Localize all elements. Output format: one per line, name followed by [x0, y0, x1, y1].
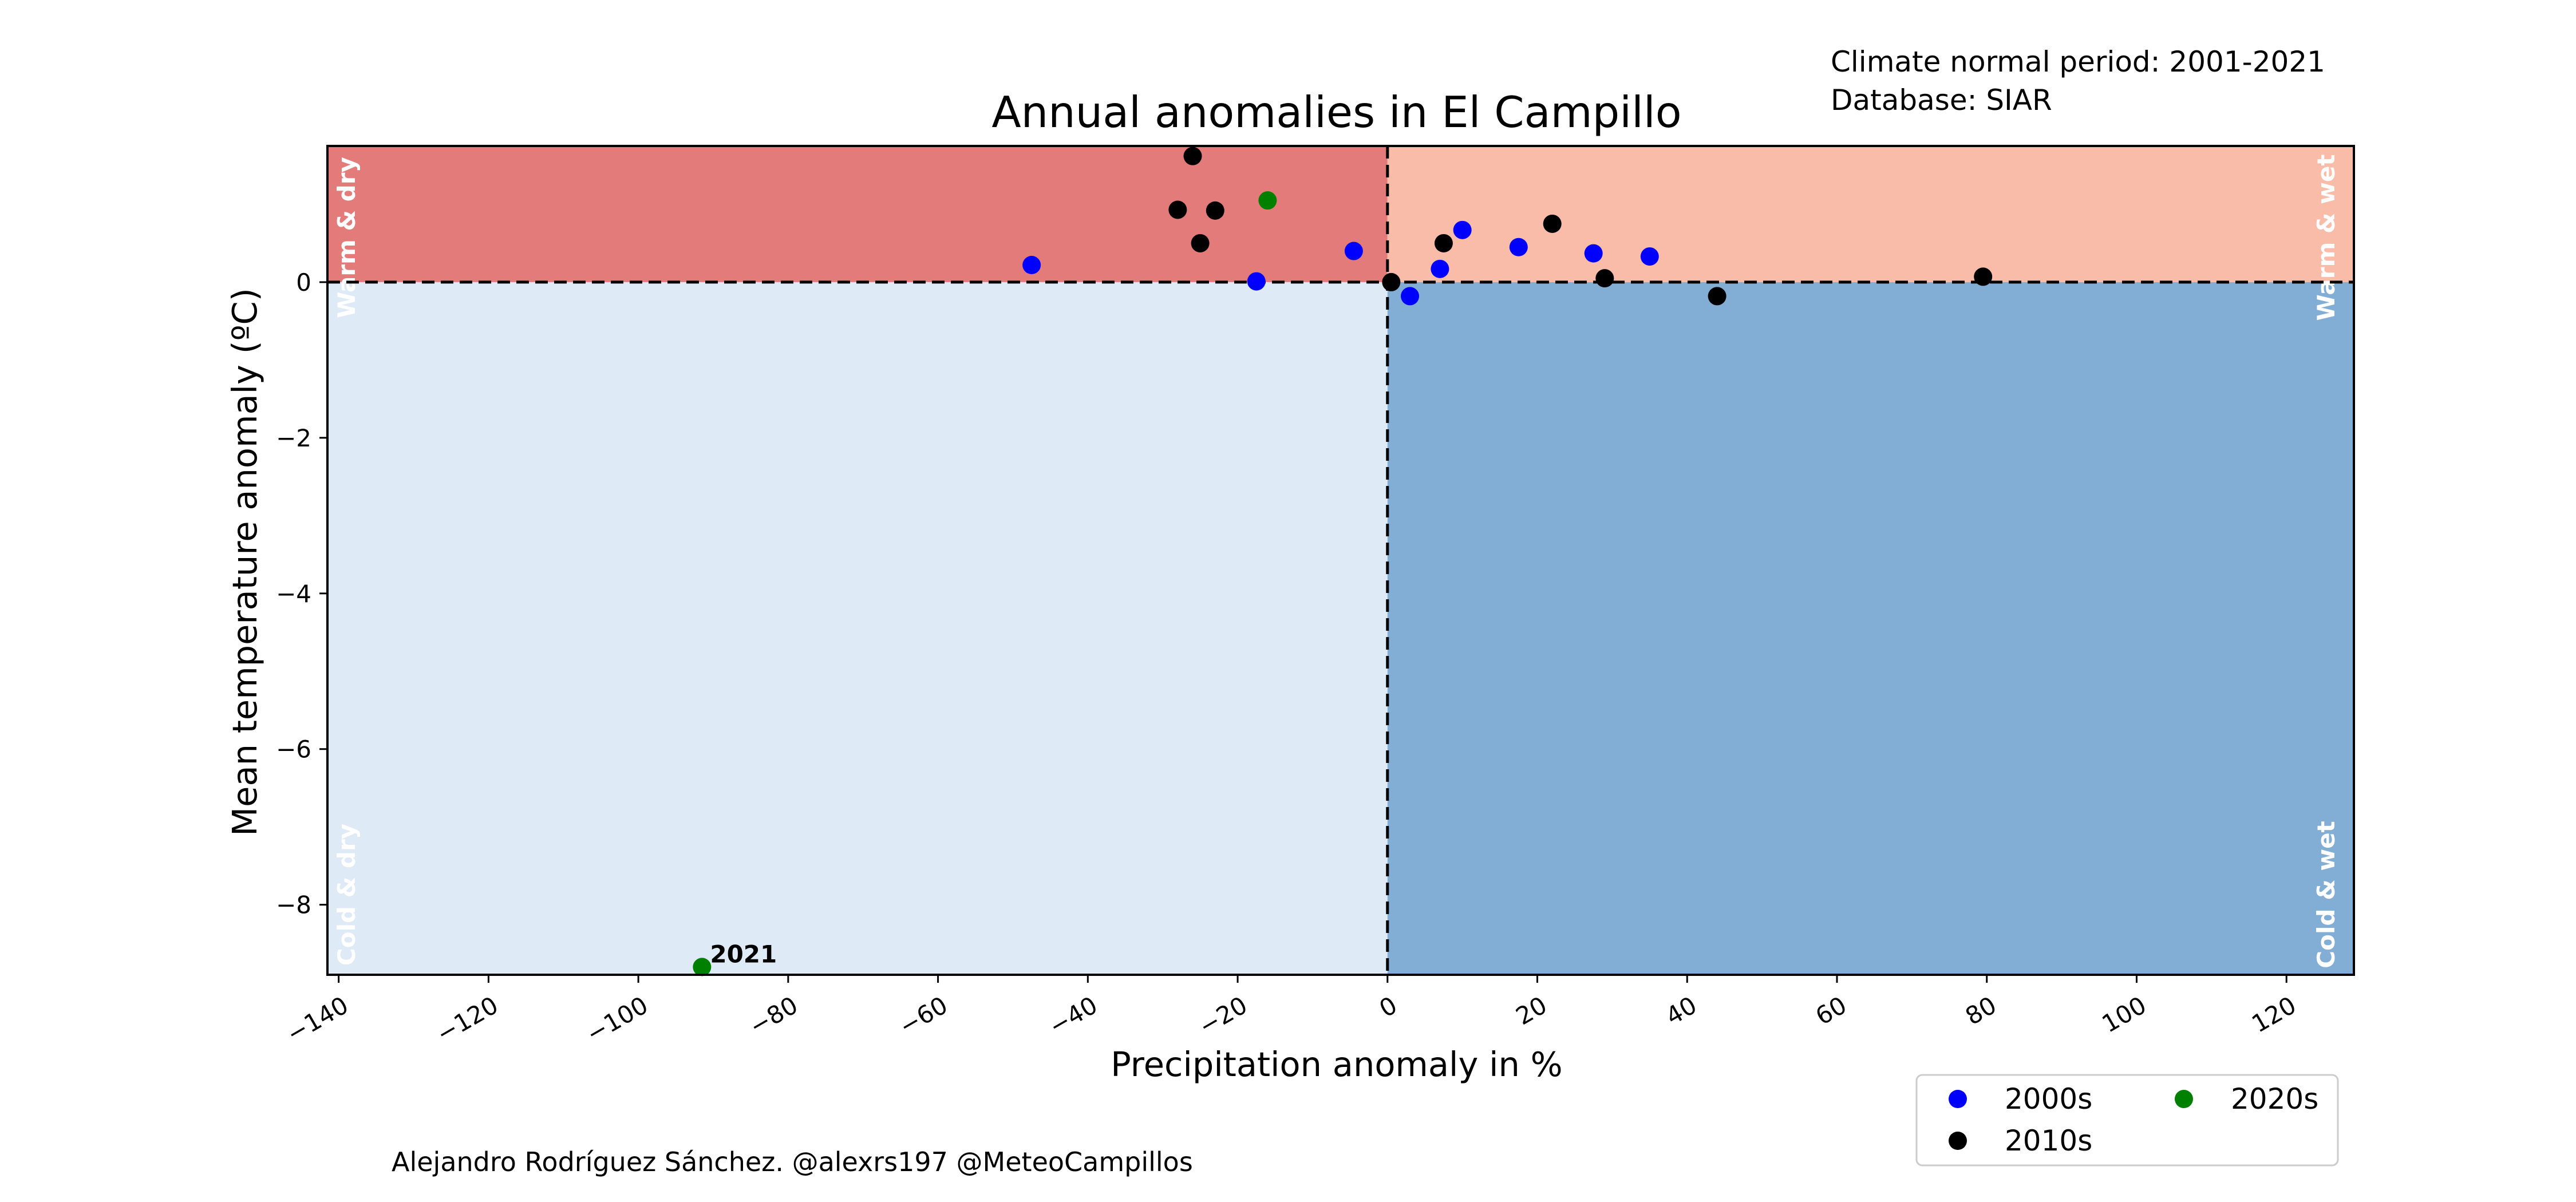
y-tick-label: −6: [276, 736, 311, 764]
x-tick-label: 40: [1661, 991, 1701, 1030]
quadrant-label-cold-dry: Cold & dry: [333, 824, 361, 966]
point-label-2021: 2021: [710, 940, 777, 968]
point-2010s-6: [1543, 214, 1562, 233]
point-2020s-1: [693, 958, 712, 976]
point-2000s-0: [1022, 256, 1041, 275]
y-tick-label: −8: [276, 891, 311, 919]
x-tick-label: 20: [1511, 991, 1552, 1030]
quadrant-label-cold-wet: Cold & wet: [2312, 821, 2340, 968]
quadrant-cold-dry: [327, 282, 1388, 975]
x-tick-label: −40: [1044, 991, 1102, 1041]
point-2000s-2: [1344, 242, 1363, 260]
point-2010s-5: [1434, 234, 1453, 252]
x-tick-label: −80: [745, 991, 803, 1041]
y-axis-label: Mean temperature anomaly (ºC): [225, 288, 264, 836]
x-tick-label: −20: [1194, 991, 1252, 1041]
y-tick-label: −2: [276, 424, 311, 452]
plot-frame: [326, 145, 2355, 976]
x-axis-ticks: −140 −120 −100 −80 −60 −40 −20 0 20 40 60 80 100 120: [282, 975, 2301, 1048]
x-tick-label: −60: [894, 991, 952, 1041]
point-2000s-4: [1431, 259, 1449, 278]
point-2000s-8: [1640, 247, 1659, 266]
point-2000s-1: [1247, 272, 1266, 291]
point-2020s-0: [1258, 191, 1277, 210]
author-credit: Alejandro Rodríguez Sánchez. @alexrs197 …: [392, 1146, 1193, 1177]
x-tick-label: 60: [1811, 991, 1851, 1030]
point-annotations: 2021: [710, 940, 777, 968]
point-2010s-7: [1595, 269, 1614, 288]
quadrant-label-warm-wet: Warm & wet: [2312, 155, 2340, 321]
point-2010s-0: [1168, 200, 1187, 219]
legend-marker-2010s: [1949, 1132, 1967, 1150]
x-tick-label: 0: [1374, 991, 1402, 1023]
x-tick-label: 120: [2247, 991, 2301, 1038]
point-2000s-5: [1453, 220, 1472, 239]
x-tick-label: 100: [2097, 991, 2151, 1038]
y-axis-ticks: 0 −2 −4 −6 −8: [276, 268, 327, 919]
x-tick-label: −120: [432, 991, 503, 1048]
x-axis-label: Precipitation anomaly in %: [1111, 1045, 1562, 1084]
quadrant-label-warm-dry: Warm & dry: [333, 157, 361, 318]
legend-label-2020s: 2020s: [2231, 1082, 2318, 1116]
x-tick-label: −140: [282, 991, 353, 1048]
legend-marker-2020s: [2175, 1090, 2193, 1108]
point-2000s-6: [1509, 238, 1528, 256]
quadrant-cold-wet: [1387, 282, 2354, 975]
quadrant-warm-dry: [327, 146, 1388, 282]
chart-title: Annual anomalies in El Campillo: [991, 87, 1681, 137]
point-2010s-4: [1382, 272, 1401, 291]
data-points: [693, 147, 1993, 976]
point-2000s-3: [1401, 287, 1420, 306]
x-tick-label: 80: [1961, 991, 2001, 1030]
y-tick-label: 0: [296, 268, 311, 296]
climate-period-note: Climate normal period: 2001-2021: [1831, 45, 2325, 78]
point-2000s-7: [1584, 244, 1603, 263]
point-2010s-1: [1183, 147, 1202, 165]
point-2010s-3: [1206, 201, 1224, 220]
quadrant-labels: Warm & dry Warm & wet Cold & dry Cold & wet: [333, 155, 2340, 968]
quadrant-backgrounds: [327, 146, 2354, 975]
legend: 2000s 2010s 2020s: [1915, 1074, 2339, 1167]
legend-marker-2000s: [1949, 1090, 1967, 1108]
quadrant-warm-wet: [1387, 146, 2354, 282]
x-tick-label: −100: [582, 991, 653, 1048]
legend-box: [1915, 1074, 2339, 1167]
point-2010s-9: [1974, 267, 1993, 286]
y-tick-label: −4: [276, 580, 311, 608]
legend-label-2010s: 2010s: [2005, 1124, 2092, 1157]
point-2010s-8: [1708, 287, 1726, 306]
database-note: Database: SIAR: [1831, 84, 2052, 117]
point-2010s-2: [1191, 234, 1210, 252]
legend-label-2000s: 2000s: [2005, 1082, 2092, 1116]
